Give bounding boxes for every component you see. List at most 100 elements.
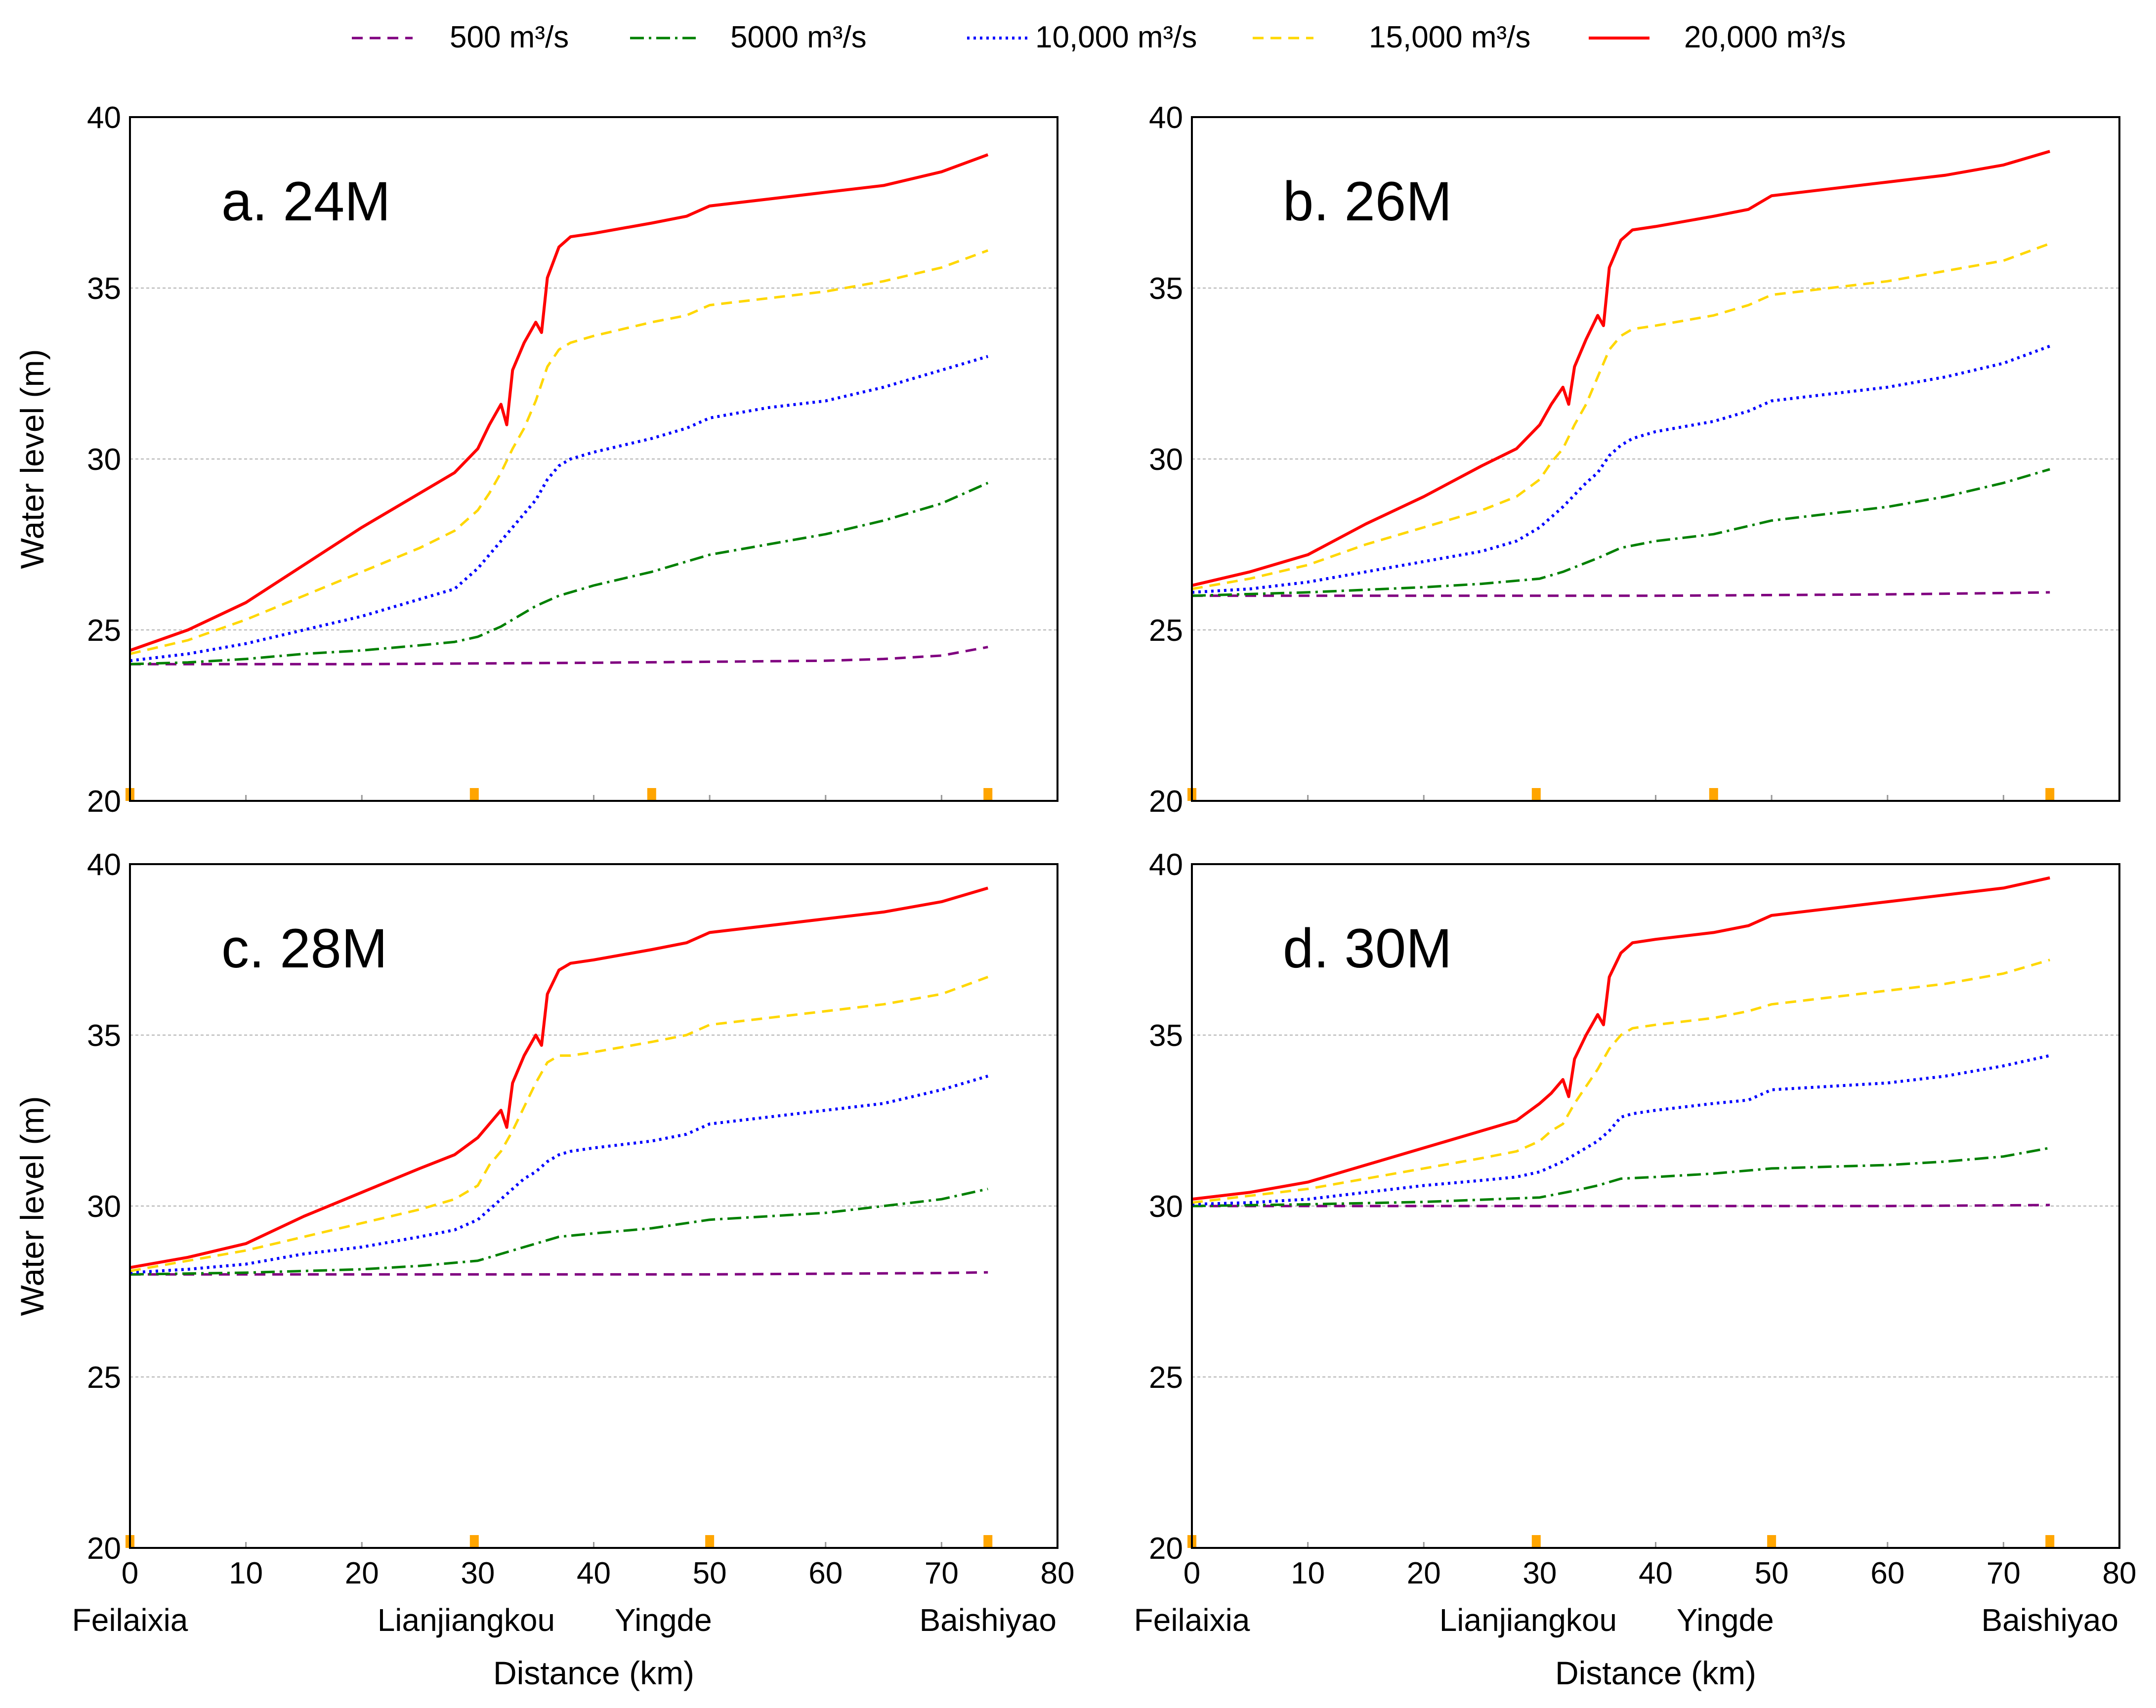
x-tick-label: 80 — [2103, 1556, 2137, 1590]
series-layer — [129, 886, 989, 1276]
station-markers — [1187, 1535, 2055, 1548]
x-tick-label: 0 — [1184, 1556, 1200, 1590]
y-tick-label: 20 — [87, 785, 121, 819]
series-line — [129, 1075, 989, 1274]
series-line — [1191, 242, 2051, 590]
y-tick-label: 40 — [87, 848, 121, 882]
x-tick-label: 60 — [1870, 1556, 1904, 1590]
station-marker — [1709, 788, 1718, 801]
x-tick-label: 50 — [1755, 1556, 1789, 1590]
series-line — [129, 153, 989, 652]
station-marker — [469, 788, 479, 801]
series-line — [1191, 876, 2050, 1201]
y-axis-label: Water level (m) — [14, 349, 50, 569]
x-tick-label: 0 — [122, 1556, 138, 1590]
y-tick-label: 20 — [1149, 1532, 1183, 1566]
y-tick-label: 20 — [87, 1532, 121, 1566]
grid — [129, 288, 1058, 801]
station-label-feilaixia: Feilaixia — [72, 1602, 188, 1638]
legend-item: 10,000 m³/s — [967, 20, 1197, 54]
y-tick-label: 25 — [1149, 614, 1183, 648]
grid — [1191, 1035, 2120, 1548]
x-tick-label: 70 — [1987, 1556, 2021, 1590]
station-labels: Feilaixia Lianjiangkou Yingde Baishiyao — [72, 1602, 1057, 1638]
legend-label: 20,000 m³/s — [1684, 20, 1846, 54]
plot-frame — [129, 116, 1058, 802]
series-line — [1191, 344, 2051, 594]
x-axis-label: Distance (km) — [1555, 1655, 1756, 1691]
panel-title: c. 28M — [221, 917, 387, 979]
station-label-yingde: Yingde — [1677, 1602, 1774, 1638]
y-tick-labels: 20 25 30 35 40 — [1149, 101, 1183, 819]
panel-c: 20 25 30 35 40 0 10 20 30 40 50 60 70 80… — [14, 848, 1074, 1691]
grid — [129, 1035, 1058, 1548]
x-axis-label: Distance (km) — [493, 1655, 694, 1691]
station-label-baishiyao: Baishiyao — [919, 1602, 1057, 1638]
series-layer — [129, 153, 989, 666]
panel-a: 20 25 30 35 40 Water level (m) a. 24M — [14, 101, 1058, 819]
x-tick-label: 80 — [1041, 1556, 1075, 1590]
series-line — [1191, 1146, 2050, 1208]
station-marker — [983, 1535, 993, 1548]
legend-label: 10,000 m³/s — [1035, 20, 1197, 54]
panel-d: 20 25 30 35 40 0 10 20 30 40 50 60 70 80… — [1134, 848, 2137, 1691]
plot-frame — [1191, 863, 2120, 1549]
y-tick-label: 40 — [1149, 101, 1183, 135]
y-tick-label: 35 — [87, 272, 121, 306]
series-line — [129, 886, 989, 1269]
station-markers — [1187, 788, 2055, 801]
y-tick-label: 35 — [1149, 272, 1183, 306]
station-label-yingde: Yingde — [615, 1602, 712, 1638]
x-tick-label: 30 — [1522, 1556, 1557, 1590]
x-tick-label: 10 — [1291, 1556, 1325, 1590]
x-tick-label: 60 — [808, 1556, 843, 1590]
series-layer — [1191, 150, 2051, 597]
series-line — [1191, 150, 2051, 587]
station-marker — [2045, 788, 2055, 801]
station-marker — [1531, 1535, 1541, 1548]
y-tick-label: 30 — [1149, 1190, 1183, 1224]
x-tick-label: 10 — [229, 1556, 263, 1590]
legend-item: 15,000 m³/s — [1253, 20, 1530, 54]
station-marker — [983, 788, 993, 801]
series-layer — [1191, 876, 2050, 1208]
series-line — [129, 482, 989, 666]
y-tick-labels: 20 25 30 35 40 — [87, 101, 121, 819]
series-line — [130, 1271, 988, 1276]
y-tick-label: 30 — [87, 443, 121, 477]
station-marker — [1767, 1535, 1776, 1548]
y-tick-labels: 20 25 30 35 40 — [87, 848, 121, 1566]
x-tick-label: 20 — [345, 1556, 379, 1590]
legend: 500 m³/s 5000 m³/s 10,000 m³/s 15,000 m³… — [352, 20, 1846, 54]
series-line — [1192, 591, 2050, 597]
station-label-baishiyao: Baishiyao — [1981, 1602, 2118, 1638]
station-label-feilaixia: Feilaixia — [1134, 1602, 1250, 1638]
y-tick-label: 40 — [87, 101, 121, 135]
series-line — [1191, 958, 2050, 1204]
station-label-lianjiangkou: Lianjiangkou — [1439, 1602, 1617, 1638]
station-marker — [2045, 1535, 2055, 1548]
x-tick-label: 40 — [1639, 1556, 1673, 1590]
series-line — [129, 249, 989, 655]
x-tick-label: 70 — [925, 1556, 959, 1590]
series-line — [1191, 1054, 2050, 1206]
station-markers — [126, 788, 993, 801]
legend-item: 20,000 m³/s — [1589, 20, 1846, 54]
panel-b: 20 25 30 35 40 b. 26M — [1149, 101, 2120, 819]
legend-label: 5000 m³/s — [730, 20, 867, 54]
series-line — [130, 646, 988, 666]
y-tick-label: 30 — [1149, 443, 1183, 477]
y-tick-label: 25 — [87, 1361, 121, 1395]
legend-label: 500 m³/s — [450, 20, 569, 54]
panel-title: b. 26M — [1283, 170, 1452, 232]
y-tick-label: 20 — [1149, 785, 1183, 819]
station-labels: Feilaixia Lianjiangkou Yingde Baishiyao — [1134, 1602, 2118, 1638]
series-line — [1191, 468, 2050, 597]
station-markers — [126, 1535, 993, 1548]
legend-item: 500 m³/s — [352, 20, 569, 54]
legend-item: 5000 m³/s — [630, 20, 867, 54]
y-axis-label: Water level (m) — [14, 1096, 50, 1316]
series-line — [129, 355, 989, 663]
series-line — [129, 1187, 988, 1276]
x-tick-labels: 0 10 20 30 40 50 60 70 80 — [1184, 1556, 2137, 1590]
